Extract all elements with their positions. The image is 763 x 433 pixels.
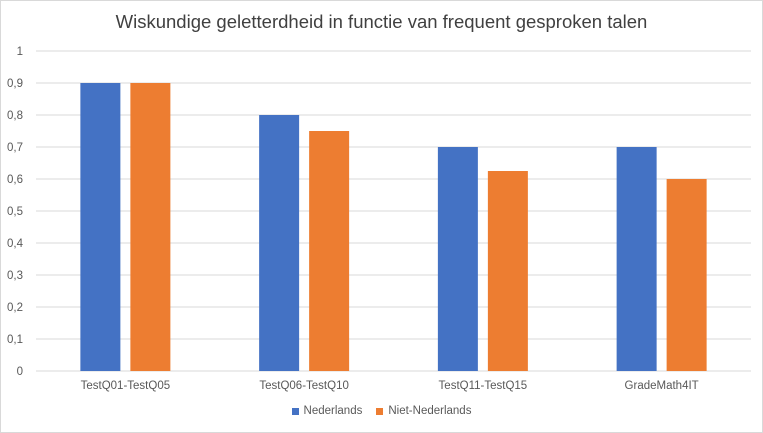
y-tick-label: 0,3	[7, 270, 23, 282]
legend-label-nederlands: Nederlands	[303, 405, 363, 417]
y-tick-label: 0,8	[7, 110, 23, 122]
bar-nederlands-2	[437, 147, 478, 371]
y-tick-label: 0	[17, 366, 23, 378]
bar-niet-nederlands-0	[130, 83, 171, 371]
chart-title: Wiskundige geletterdheid in functie van …	[115, 11, 648, 32]
bar-nederlands-1	[259, 115, 300, 371]
y-tick-label: 0,2	[7, 302, 23, 314]
y-tick-label: 0,1	[7, 334, 23, 346]
y-tick-label: 0,7	[7, 142, 23, 154]
y-tick-label: 0,9	[7, 78, 23, 90]
bar-nederlands-3	[616, 147, 657, 371]
legend-item-niet-nederlands: Niet-Nederlands	[376, 405, 471, 417]
bar-niet-nederlands-1	[309, 131, 350, 371]
y-tick-label: 0,4	[7, 238, 24, 250]
bar-niet-nederlands-2	[487, 171, 528, 371]
legend-swatch-nederlands	[291, 407, 299, 415]
legend-label-niet-nederlands: Niet-Nederlands	[388, 405, 472, 417]
x-tick-label: TestQ01-TestQ05	[81, 380, 170, 392]
legend-swatch-niet-nederlands	[376, 407, 384, 415]
legend-item-nederlands: Nederlands	[291, 405, 363, 417]
x-tick-label: GradeMath4IT	[625, 380, 699, 392]
x-tick-label: TestQ11-TestQ15	[439, 380, 528, 392]
y-tick-label: 0,5	[7, 206, 23, 218]
bar-niet-nederlands-3	[666, 179, 707, 371]
bar-nederlands-0	[80, 83, 121, 371]
y-tick-label: 0,6	[7, 174, 23, 186]
y-tick-label: 1	[17, 46, 23, 58]
legend: Nederlands Niet-Nederlands	[1, 405, 762, 417]
x-tick-label: TestQ06-TestQ10	[259, 380, 348, 392]
